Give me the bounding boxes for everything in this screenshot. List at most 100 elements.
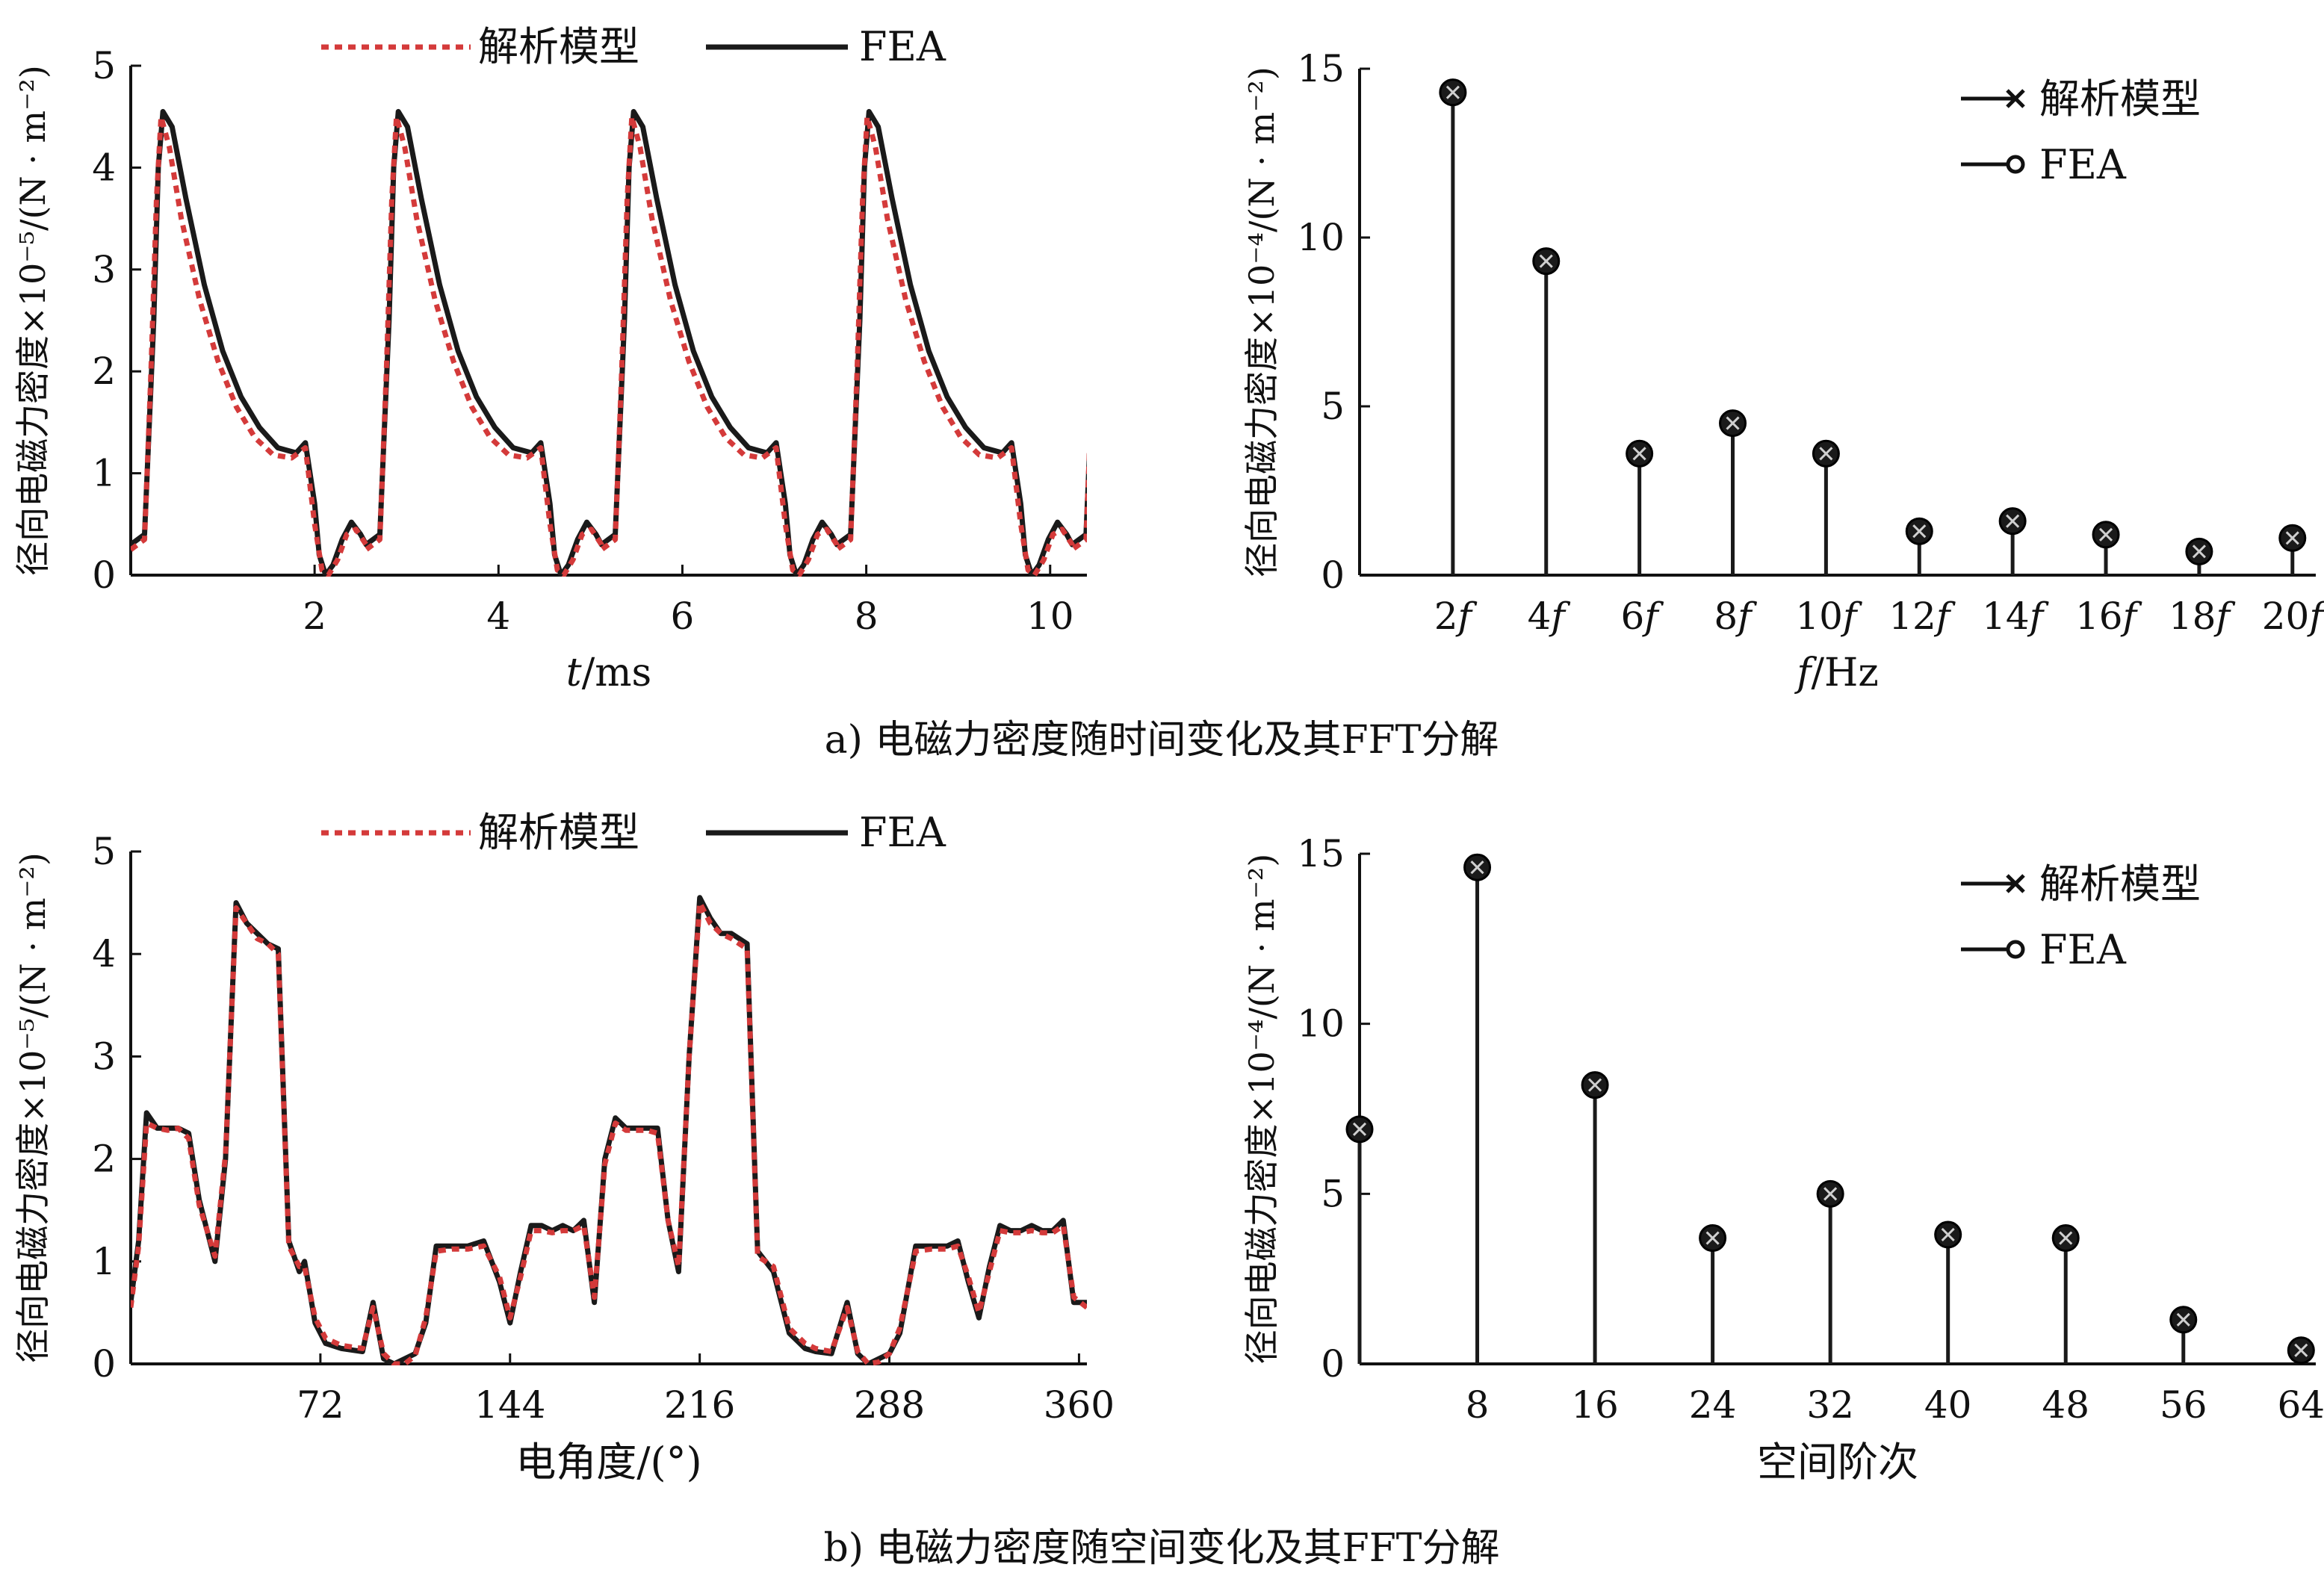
stem-marker-analytical: [1726, 416, 1740, 430]
stem-marker-analytical: [1539, 254, 1553, 268]
x-tick-unit: f: [2306, 595, 2324, 638]
stem-marker-analytical: [1819, 447, 1833, 461]
x-tick-label: 32: [1806, 1383, 1854, 1427]
legend-label-fea: FEA: [2039, 141, 2127, 188]
x-axis-label-unit: /ms: [582, 651, 652, 695]
x-tick-label: 18f: [2169, 595, 2236, 638]
x-tick-label: 40: [1924, 1383, 1972, 1427]
y-tick-label: 0: [92, 1342, 116, 1386]
x-tick-label: 4: [486, 595, 510, 638]
series-line-analytical: [131, 900, 1087, 1365]
stem-marker-analytical: [1912, 524, 1927, 539]
x-tick-label: 8: [855, 595, 879, 638]
legend-label-analytical: 解析模型: [478, 809, 639, 856]
x-tick-label: 14f: [1982, 595, 2049, 638]
stem-marker-analytical: [2098, 527, 2113, 542]
legend-marker-x: [2006, 89, 2025, 108]
x-axis-label: f/Hz: [1794, 651, 1879, 695]
stem-marker-analytical: [1445, 85, 1460, 99]
x-tick-unit: f: [1840, 595, 1862, 638]
y-tick-label: 4: [92, 146, 116, 189]
stem-marker-analytical: [1588, 1078, 1602, 1092]
y-tick-label: 0: [1321, 553, 1345, 597]
legend-label-fea: FEA: [2039, 926, 2127, 973]
x-tick-label: 144: [474, 1383, 545, 1427]
x-tick-label: 360: [1044, 1383, 1115, 1427]
x-tick-label: 16f: [2075, 595, 2142, 638]
chart-b-left: 0 1 2 3 4 5 径向电磁力密度×10⁻⁵/(N · m⁻²) 72 144 216 288 3…: [13, 809, 1115, 1486]
y-tick-label: 2: [92, 1138, 116, 1181]
x-tick-label: 24: [1689, 1383, 1737, 1427]
x-tick-label: 288: [854, 1383, 925, 1427]
x-tick-label: 2: [303, 595, 326, 638]
legend-marker-x: [2006, 874, 2025, 893]
y-axis-label: 径向电磁力密度×10⁻⁵/(N · m⁻²): [13, 65, 53, 576]
y-tick-label: 0: [92, 553, 116, 597]
x-tick-unit: f: [1455, 595, 1478, 638]
series-line-analytical: [131, 114, 1087, 577]
x-axis-label: t/ms: [566, 651, 651, 695]
x-axis-label: 电角度/(°): [515, 1439, 701, 1486]
stem-marker-analytical: [2176, 1312, 2190, 1327]
x-tick-number: 8: [1714, 595, 1738, 638]
x-tick-unit: f: [2027, 595, 2049, 638]
x-tick-number: 16: [2075, 595, 2123, 638]
y-axis-label: 径向电磁力密度×10⁻⁴/(N · m⁻²): [1242, 66, 1282, 577]
stem-marker-analytical: [1941, 1227, 1955, 1242]
y-tick-label: 5: [92, 830, 116, 873]
x-tick-unit: f: [1933, 595, 1956, 638]
legend-marker-o: [2006, 940, 2025, 959]
x-tick-label: 10f: [1795, 595, 1862, 638]
y-tick-label: 5: [1321, 1172, 1345, 1215]
x-tick-label: 16: [1571, 1383, 1619, 1427]
x-tick-number: 6: [1620, 595, 1644, 638]
y-tick-label: 2: [92, 350, 116, 393]
y-tick-label: 0: [1321, 1342, 1345, 1386]
legend-label-analytical: 解析模型: [2039, 75, 2201, 122]
stem-marker-analytical: [2006, 514, 2020, 528]
stem-marker-analytical: [1632, 447, 1646, 461]
y-tick-label: 5: [1321, 385, 1345, 428]
x-tick-label: 8: [1466, 1383, 1490, 1427]
x-tick-number: 2: [1434, 595, 1458, 638]
y-tick-label: 3: [92, 248, 116, 291]
x-tick-label: 64: [2277, 1383, 2324, 1427]
y-tick-label: 10: [1297, 1002, 1345, 1046]
y-tick-label: 1: [92, 1240, 116, 1283]
x-tick-label: 4f: [1528, 595, 1571, 638]
stem-marker-analytical: [1352, 1122, 1367, 1136]
y-tick-label: 3: [92, 1034, 116, 1078]
x-tick-label: 12f: [1888, 595, 1956, 638]
x-axis-label-unit: /Hz: [1811, 651, 1878, 695]
y-tick-label: 4: [92, 932, 116, 975]
legend-marker-o: [2006, 155, 2025, 174]
y-axis-label: 径向电磁力密度×10⁻⁴/(N · m⁻²): [1242, 854, 1282, 1365]
x-tick-label: 2f: [1434, 595, 1478, 638]
legend-label-analytical: 解析模型: [478, 23, 639, 70]
stem-marker-analytical: [1823, 1187, 1838, 1201]
x-tick-label: 10: [1026, 595, 1074, 638]
stem-marker-analytical: [2285, 531, 2299, 545]
legend-label-fea: FEA: [859, 809, 946, 856]
chart-b-right: 0 5 10 15 径向电磁力密度×10⁻⁴/(N · m⁻²) 8 16 24 32 40 48 5…: [1242, 832, 2324, 1486]
y-tick-label: 10: [1297, 216, 1345, 259]
y-axis-label: 径向电磁力密度×10⁻⁵/(N · m⁻²): [13, 852, 53, 1363]
x-tick-unit: f: [1735, 595, 1757, 638]
x-axis-label-var: t: [566, 651, 582, 695]
stem-marker-analytical: [2294, 1343, 2308, 1357]
x-tick-label: 48: [2042, 1383, 2089, 1427]
x-tick-label: 216: [664, 1383, 735, 1427]
chart-a-left: 0 1 2 3 4 5 径向电磁力密度×10⁻⁵/(N · m⁻²) 2 4 6 8 10 t/ms 解析…: [13, 23, 1087, 695]
stem-marker-analytical: [2192, 545, 2206, 559]
caption-b: b) 电磁力密度随空间变化及其FFT分解: [824, 1526, 1500, 1571]
x-tick-label: 6f: [1620, 595, 1664, 638]
x-tick-unit: f: [1641, 595, 1664, 638]
y-tick-label: 15: [1297, 47, 1345, 90]
x-tick-number: 14: [1982, 595, 2030, 638]
x-tick-label: 6: [671, 595, 695, 638]
stem-marker-analytical: [1470, 860, 1484, 875]
stem-marker-analytical: [2059, 1231, 2073, 1245]
y-tick-label: 1: [92, 452, 116, 495]
x-tick-number: 20: [2262, 595, 2310, 638]
